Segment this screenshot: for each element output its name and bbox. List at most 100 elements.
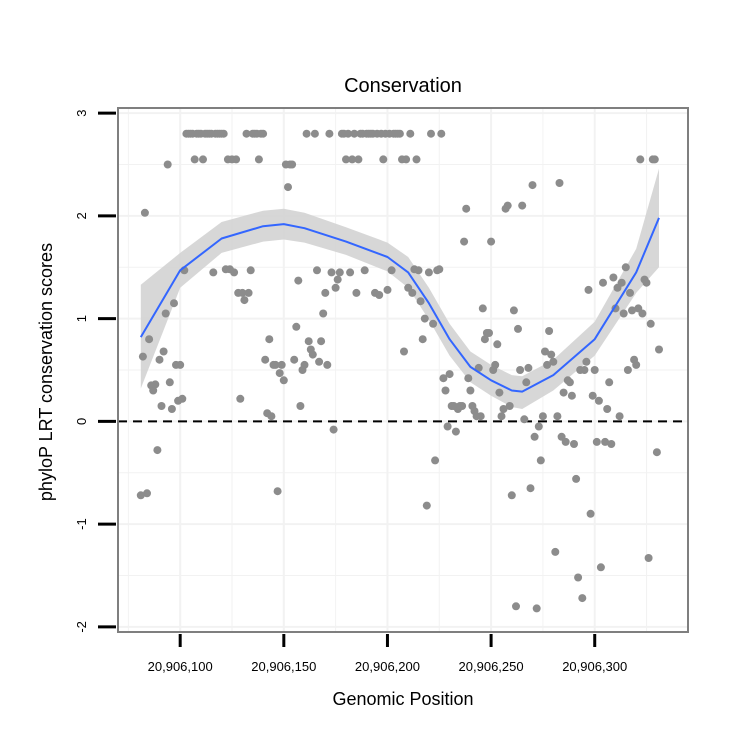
data-point — [429, 319, 438, 328]
data-point — [412, 155, 421, 164]
data-point — [379, 155, 388, 164]
data-point — [503, 201, 512, 210]
data-point — [236, 394, 245, 403]
data-point — [491, 360, 500, 369]
data-point — [632, 360, 641, 369]
y-tick-label: -1 — [74, 518, 89, 530]
data-point — [348, 155, 357, 164]
data-point — [628, 306, 636, 315]
data-point — [561, 437, 570, 446]
data-point — [626, 288, 634, 297]
data-point — [543, 360, 552, 369]
data-point — [514, 324, 522, 333]
data-point — [157, 402, 166, 410]
data-point — [572, 474, 581, 483]
data-point — [509, 306, 518, 315]
data-point — [478, 304, 487, 313]
y-tick-label: 2 — [74, 212, 89, 219]
data-point — [636, 155, 645, 164]
data-point — [650, 155, 659, 164]
data-point — [178, 394, 187, 403]
data-point — [545, 327, 554, 335]
y-tick-label: -2 — [74, 621, 89, 633]
data-point — [271, 360, 280, 369]
data-point — [335, 268, 344, 277]
data-point — [288, 160, 297, 169]
data-point — [310, 129, 319, 138]
data-point — [596, 563, 605, 572]
data-point — [414, 266, 423, 275]
data-point — [565, 378, 574, 387]
data-point — [534, 422, 543, 431]
data-point — [209, 268, 218, 277]
data-point — [290, 355, 299, 364]
data-point — [167, 405, 176, 413]
data-point — [480, 335, 489, 344]
data-point — [427, 129, 435, 138]
data-point — [619, 309, 628, 318]
data-point — [646, 319, 655, 328]
data-point — [422, 501, 431, 510]
chart-title: Conservation — [344, 75, 462, 97]
data-point — [594, 396, 603, 405]
data-point — [493, 340, 502, 349]
data-point — [555, 179, 564, 187]
data-point — [138, 352, 147, 361]
data-point — [383, 285, 392, 294]
data-point — [476, 412, 485, 421]
data-point — [277, 360, 286, 369]
data-point — [327, 268, 336, 277]
data-point — [275, 369, 284, 378]
data-point — [644, 554, 653, 562]
x-tick-label: 20,906,300 — [562, 659, 627, 674]
data-point — [240, 296, 249, 305]
data-point — [516, 366, 525, 374]
data-point — [609, 273, 618, 282]
data-point — [315, 357, 324, 366]
data-point — [520, 415, 529, 424]
data-point — [360, 266, 369, 275]
data-point — [439, 374, 448, 383]
data-point — [342, 155, 350, 164]
data-point — [512, 602, 520, 611]
x-axis: 20,906,100 20,906,150 20,906,200 20,906,250… — [148, 634, 627, 674]
data-point — [538, 412, 547, 421]
data-point — [151, 380, 160, 389]
data-point — [416, 297, 425, 306]
smooth-line — [139, 217, 660, 393]
data-point — [323, 360, 332, 369]
data-point — [375, 291, 384, 299]
data-point — [145, 335, 154, 344]
data-point — [242, 129, 251, 138]
data-point — [518, 201, 527, 210]
data-point — [232, 155, 241, 164]
data-point — [346, 268, 355, 277]
data-point — [567, 391, 576, 400]
data-point — [170, 299, 178, 308]
data-point — [599, 278, 607, 287]
y-axis: -2 -1 0 1 2 3 — [74, 109, 116, 633]
data-point — [505, 402, 514, 410]
data-point — [304, 337, 313, 346]
data-point — [588, 391, 597, 400]
data-point — [443, 422, 452, 431]
data-point — [219, 129, 228, 138]
x-tick-label: 20,906,200 — [355, 659, 420, 674]
data-point — [590, 366, 599, 374]
data-point — [431, 456, 440, 465]
data-point — [292, 322, 301, 331]
data-point — [273, 487, 282, 496]
data-point — [582, 357, 591, 366]
data-point — [549, 357, 558, 366]
data-point — [458, 402, 467, 410]
x-tick-label: 20,906,100 — [148, 659, 213, 674]
data-point — [163, 160, 172, 169]
data-point — [445, 370, 454, 379]
data-point — [317, 337, 326, 346]
data-point — [570, 440, 578, 448]
y-tick-label: 1 — [74, 315, 89, 322]
data-point — [279, 376, 288, 385]
data-point — [331, 283, 340, 292]
data-point — [230, 268, 239, 277]
